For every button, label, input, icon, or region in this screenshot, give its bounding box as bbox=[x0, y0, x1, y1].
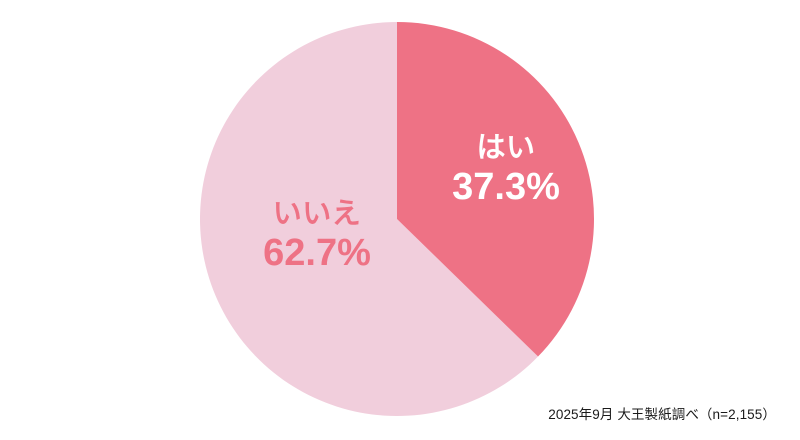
pie-slice-hai bbox=[397, 22, 595, 357]
pie-slice-iie bbox=[200, 22, 539, 417]
source-note: 2025年9月 大王製紙調べ（n=2,155） bbox=[548, 407, 776, 422]
